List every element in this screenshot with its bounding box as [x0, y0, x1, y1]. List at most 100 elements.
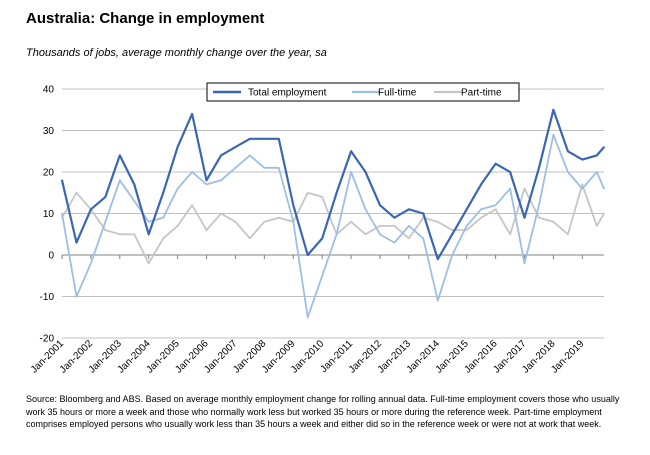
data-point-total — [118, 154, 121, 157]
data-point-parttime — [465, 229, 468, 232]
data-point-total — [321, 237, 324, 240]
data-point-fulltime — [408, 225, 410, 227]
data-point-total — [263, 137, 266, 140]
data-point-parttime — [581, 183, 584, 186]
data-point-parttime — [451, 229, 454, 232]
data-point-parttime — [263, 220, 266, 223]
x-axis: Jan-2001Jan-2002Jan-2003Jan-2004Jan-2005… — [29, 254, 604, 376]
data-point-total — [90, 208, 92, 211]
data-point-parttime — [118, 233, 121, 236]
data-point-fulltime — [321, 274, 324, 277]
data-point-parttime — [379, 225, 381, 227]
data-point-fulltime — [263, 166, 266, 169]
data-point-fulltime — [350, 171, 352, 173]
data-point-total — [480, 183, 482, 186]
data-point-fulltime — [364, 208, 367, 211]
data-point-fulltime — [595, 171, 598, 173]
data-point-fulltime — [147, 220, 150, 223]
data-point-total — [603, 146, 605, 149]
data-point-parttime — [306, 191, 309, 194]
data-point-total — [523, 216, 526, 219]
data-point-total — [567, 150, 569, 153]
data-point-fulltime — [603, 187, 605, 190]
data-point-total — [147, 233, 150, 236]
data-point-fulltime — [90, 262, 92, 265]
source-note: Source: Bloomberg and ABS. Based on aver… — [26, 394, 620, 429]
data-point-total — [234, 146, 237, 149]
data-point-parttime — [509, 233, 511, 236]
data-point-total — [494, 162, 497, 165]
data-point-fulltime — [205, 183, 208, 186]
data-point-fulltime — [61, 212, 63, 215]
data-point-fulltime — [234, 166, 237, 169]
data-point-fulltime — [451, 254, 454, 256]
data-point-parttime — [321, 196, 324, 198]
data-point-total — [277, 137, 280, 140]
chart-subtitle: Thousands of jobs, average monthly chang… — [26, 47, 327, 59]
data-point-fulltime — [335, 233, 338, 236]
data-point-parttime — [220, 212, 222, 215]
data-point-total — [162, 191, 165, 194]
data-point-parttime — [133, 233, 136, 236]
y-tick-label: 20 — [43, 168, 55, 179]
y-tick-label: 30 — [43, 126, 55, 137]
data-point-parttime — [162, 237, 165, 240]
data-point-total — [552, 108, 555, 111]
data-point-parttime — [567, 233, 569, 236]
series-line-total — [60, 108, 605, 261]
data-point-total — [538, 166, 540, 169]
data-point-parttime — [364, 233, 367, 236]
y-tick-label: 40 — [43, 85, 55, 96]
data-point-parttime — [277, 216, 280, 219]
data-point-total — [581, 158, 584, 161]
y-tick-label: 0 — [48, 251, 54, 262]
data-point-parttime — [603, 212, 605, 215]
data-point-fulltime — [567, 171, 569, 173]
data-point-fulltime — [552, 133, 555, 136]
y-tick-label: -20 — [40, 334, 55, 345]
data-point-total — [133, 183, 136, 186]
y-tick-label: 10 — [43, 209, 55, 220]
data-point-total — [306, 254, 309, 256]
data-point-fulltime — [162, 216, 165, 219]
legend-label-fulltime: Full-time — [378, 88, 417, 99]
data-point-parttime — [480, 216, 482, 219]
y-axis-ticks: -20 -10 0 10 20 30 40 — [40, 85, 55, 345]
data-point-parttime — [147, 262, 150, 265]
data-point-fulltime — [292, 220, 295, 223]
data-point-fulltime — [480, 208, 482, 211]
data-point-fulltime — [581, 187, 584, 190]
legend: Total employment Full-time Part-time — [206, 82, 520, 102]
data-point-parttime — [393, 225, 396, 227]
data-point-parttime — [595, 225, 598, 227]
data-point-parttime — [538, 216, 540, 219]
data-point-total — [379, 204, 381, 207]
data-point-parttime — [205, 229, 208, 232]
data-point-fulltime — [133, 200, 136, 202]
chart-title: Australia: Change in employment — [26, 10, 265, 27]
data-point-total — [75, 241, 78, 244]
legend-label-total: Total employment — [248, 88, 327, 99]
data-point-fulltime — [494, 204, 497, 207]
data-point-fulltime — [104, 220, 107, 223]
data-point-total — [220, 154, 222, 157]
data-point-parttime — [494, 208, 497, 211]
series-lines — [60, 108, 605, 319]
data-point-total — [249, 137, 251, 140]
data-point-fulltime — [249, 154, 251, 157]
data-point-total — [509, 171, 511, 173]
data-point-fulltime — [379, 233, 381, 236]
data-point-parttime — [436, 220, 439, 223]
data-point-total — [350, 150, 352, 153]
data-point-parttime — [408, 237, 410, 240]
data-point-fulltime — [75, 295, 78, 298]
data-point-total — [205, 179, 208, 182]
data-point-fulltime — [523, 262, 526, 265]
data-point-total — [595, 154, 598, 157]
data-point-total — [61, 179, 63, 182]
data-point-total — [408, 208, 410, 211]
data-point-fulltime — [538, 204, 540, 207]
data-point-total — [436, 258, 439, 260]
data-point-total — [335, 191, 338, 194]
